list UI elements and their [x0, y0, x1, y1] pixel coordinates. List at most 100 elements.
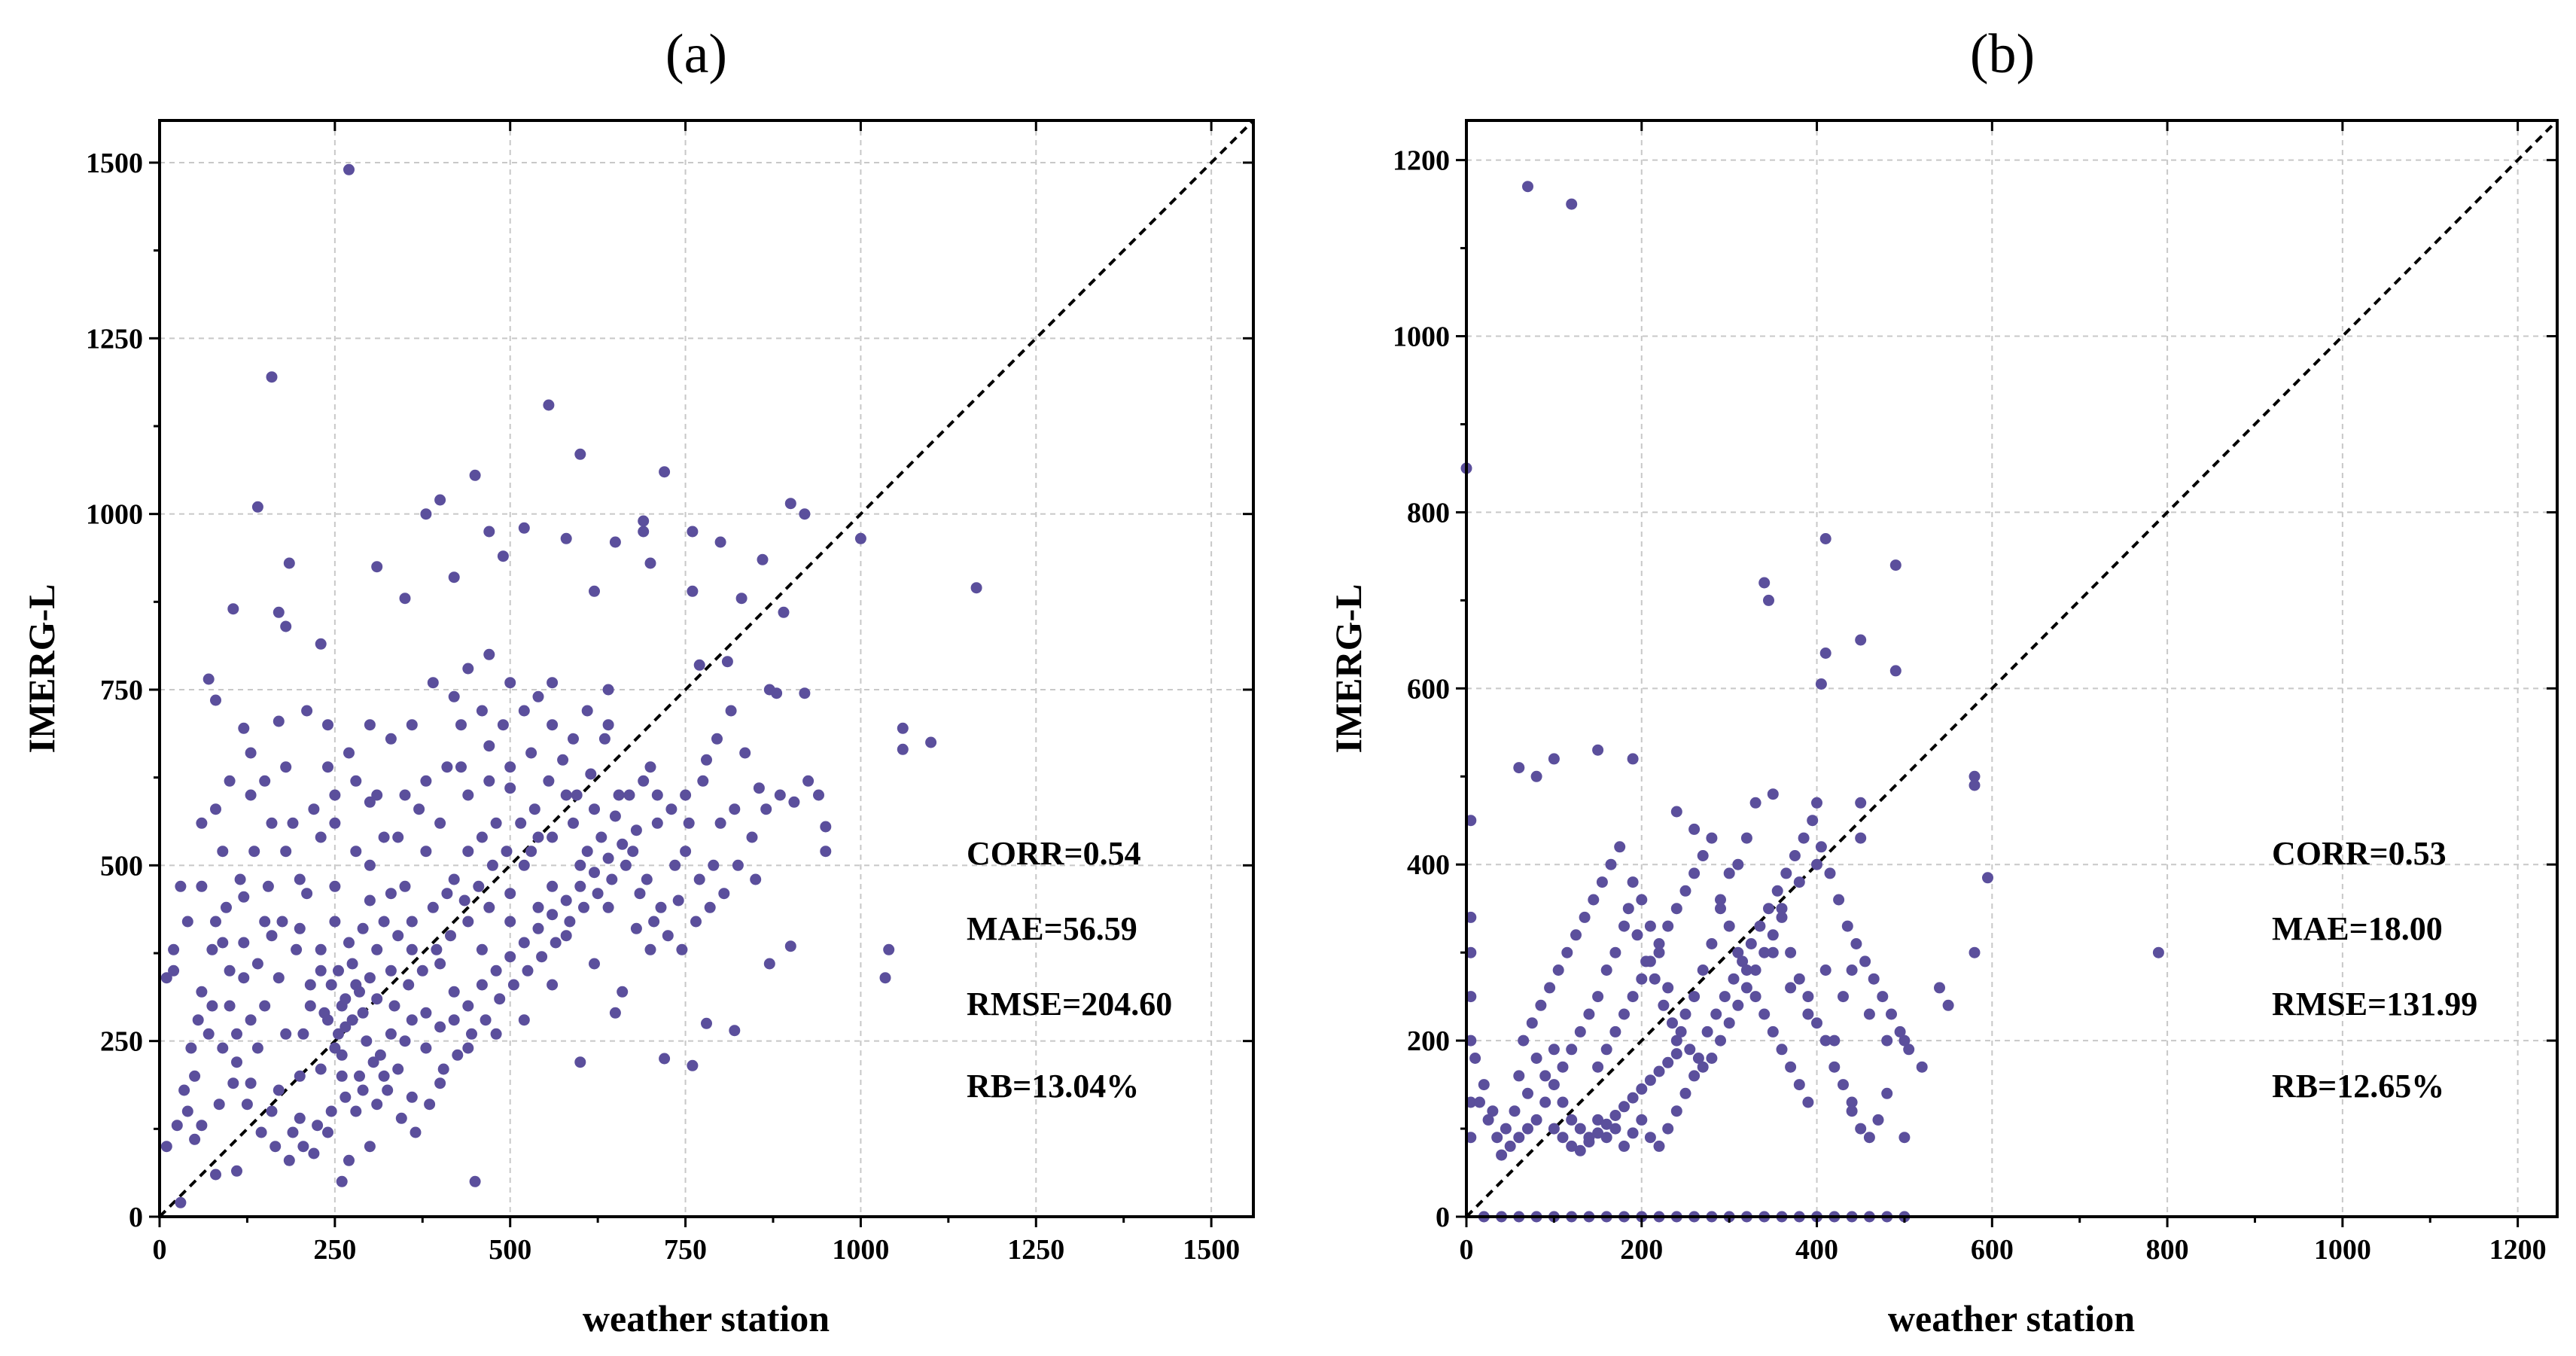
panel-b-plot-frame [1465, 119, 2559, 1218]
panel-b-one-to-one-line [1465, 119, 2559, 1218]
panel-a-data-point [175, 880, 187, 892]
panel-a-x-tick-label: 0 [153, 1234, 167, 1266]
panel-a-data-point [224, 1000, 236, 1012]
panel-a-data-point [970, 582, 982, 594]
panel-a-data-point [609, 536, 621, 548]
panel-a-data-point [522, 964, 534, 977]
panel-a-y-tick-label: 1250 [86, 323, 143, 355]
panel-a-y-tick-label: 750 [100, 675, 143, 706]
panel-a-data-point [227, 603, 239, 615]
panel-a-data-point [346, 1014, 358, 1026]
panel-a-data-point [448, 1014, 460, 1026]
panel-a-data-point [315, 943, 327, 955]
panel-b-data-point [1855, 634, 1867, 646]
panel-a-data-point [571, 789, 583, 801]
panel-a-data-point [718, 888, 730, 900]
panel-b-data-point [1592, 1114, 1604, 1126]
panel-a-data-point [413, 803, 425, 815]
panel-a-data-point [532, 831, 544, 843]
panel-b-data-point [1526, 1017, 1538, 1029]
panel-b-data-point [1600, 964, 1612, 976]
panel-a-data-point [329, 817, 341, 829]
panel-b-data-point [1566, 198, 1578, 210]
panel-a-data-point [364, 972, 376, 984]
panel-b-x-tick-label: 1200 [2489, 1234, 2547, 1266]
panel-a-title: (a) [665, 23, 727, 85]
panel-b-data-point [1749, 964, 1761, 976]
panel-a-data-point [280, 846, 292, 858]
panel-b-data-point [1723, 920, 1735, 932]
panel-b-data-point [1838, 991, 1849, 1003]
panel-a-data-point [427, 677, 439, 689]
panel-b-data-point [1684, 1044, 1696, 1056]
panel-b-ticks: 0 200 400 600 800 1000 1200 0 200 400 600 800 1000 12… [1393, 120, 2557, 1266]
panel-b-y-tick-label: 400 [1407, 849, 1450, 881]
panel-b-data-point [1710, 1008, 1722, 1020]
panel-a-data-point [231, 1165, 242, 1177]
panel-a-data-point [547, 719, 559, 731]
panel-a-data-point [287, 1126, 299, 1138]
panel-a-data-point [592, 888, 604, 900]
panel-a-data-point [364, 719, 376, 731]
panel-b-data-point [1552, 964, 1564, 976]
panel-b-data-point [1881, 1035, 1893, 1047]
panel-a-data-point [879, 972, 891, 984]
panel-a-data-point [357, 1084, 369, 1096]
panel-a-data-point [701, 1017, 712, 1029]
panel-b-data-point [1605, 858, 1617, 870]
panel-a-data-point [315, 831, 327, 843]
panel-a-x-tick-label: 1000 [832, 1234, 889, 1266]
panel-a-data-point [462, 663, 474, 675]
panel-a-data-point [644, 557, 656, 569]
panel-b-data-point [1570, 929, 1582, 941]
panel-a-data-point [378, 831, 390, 843]
panel-b-data-point [1969, 770, 1981, 782]
panel-b-data-point [1588, 894, 1600, 906]
panel-a-data-point [445, 930, 456, 942]
panel-a-data-point [175, 1196, 187, 1208]
panel-a-data-point [251, 501, 263, 513]
panel-a-data-point [763, 958, 775, 970]
panel-b-y-tick-label: 0 [1436, 1202, 1450, 1233]
panel-a-data-point [315, 964, 327, 977]
panel-a-y-axis-title: IMERG-L [20, 584, 62, 754]
panel-a-data-point [224, 775, 236, 787]
panel-b-x-tick-label: 600 [1971, 1234, 2014, 1266]
panel-a-data-point [251, 1042, 263, 1054]
panel-b-data-point [1715, 894, 1726, 906]
panel-a-data-point [458, 894, 470, 907]
panel-b-data-point [1706, 832, 1718, 844]
panel-a-x-axis-title: weather station [583, 1297, 830, 1339]
panel-a-y-tick-label: 0 [129, 1202, 143, 1233]
panel-a-data-point [196, 880, 208, 892]
panel-b-data-point [1732, 858, 1744, 870]
panel-b-data-point [1513, 1132, 1525, 1144]
panel-a-data-point [336, 1175, 348, 1187]
panel-b-data-point [1785, 982, 1797, 994]
panel-a-data-point [262, 880, 274, 892]
panel-a-data-point [662, 930, 674, 942]
panel-a-data-point [325, 1105, 337, 1117]
panel-a-data-point [340, 993, 352, 1005]
panel-b-data-point [1889, 665, 1902, 677]
panel-b-data-point [1763, 594, 1774, 606]
panel-a-mae-stat: MAE=56.59 [967, 910, 1137, 947]
panel-a-data-point [802, 775, 815, 787]
panel-a-data-point [883, 943, 895, 955]
panel-a-data-point [581, 705, 593, 717]
panel-a-data-point [312, 1120, 324, 1132]
panel-b-data-point [1728, 973, 1740, 985]
panel-a-data-point [273, 715, 285, 727]
panel-b-data-point [1969, 946, 1981, 958]
panel-a-data-point [336, 1070, 348, 1082]
panel-a-data-point [568, 817, 579, 829]
panel-b-data-point [1513, 1070, 1525, 1082]
panel-a-data-point [648, 916, 660, 928]
panel-a-data-point [234, 873, 246, 885]
panel-b-data-point [1697, 1061, 1709, 1073]
panel-a-data-point [560, 789, 572, 801]
panel-b-data-point [1622, 903, 1634, 915]
panel-a-y-tick-label: 250 [100, 1026, 143, 1058]
panel-a-data-point [518, 859, 530, 871]
panel-a-data-point [294, 873, 306, 885]
